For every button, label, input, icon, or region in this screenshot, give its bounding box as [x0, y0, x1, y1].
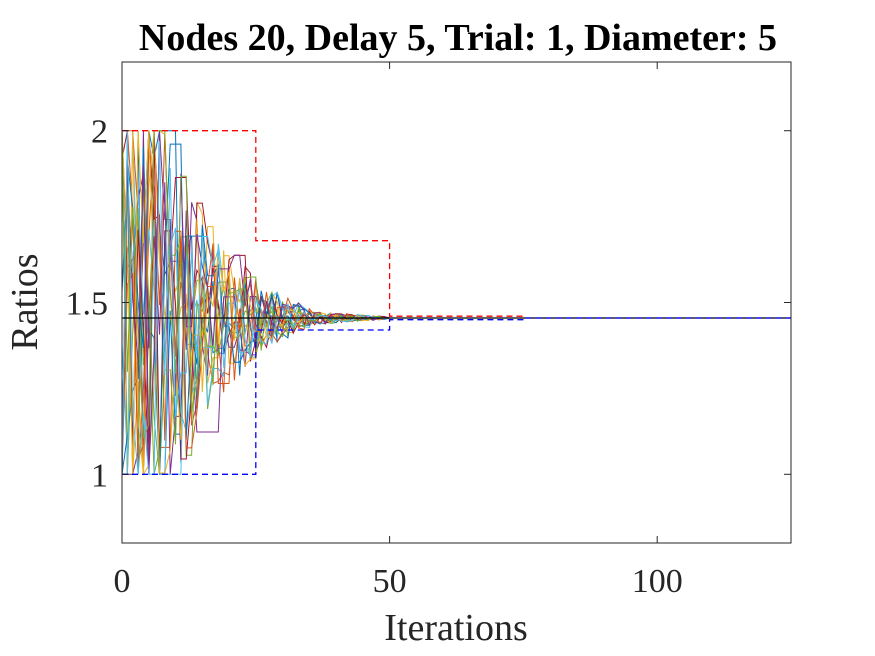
upper-bound-line — [122, 130, 524, 317]
y-tick-label: 2 — [91, 114, 108, 151]
y-tick-label: 1.5 — [66, 286, 109, 323]
x-tick-label: 50 — [373, 563, 407, 600]
x-tick-label: 100 — [632, 563, 683, 600]
y-tick-label: 1 — [91, 457, 108, 494]
plot-area — [122, 62, 791, 543]
ticks-layer: 0 50 100 1 1.5 2 — [66, 62, 791, 600]
chart-title: Nodes 20, Delay 5, Trial: 1, Diameter: 5 — [139, 17, 777, 59]
bounds-layer — [122, 130, 791, 475]
x-tick-label: 0 — [114, 563, 131, 600]
x-axis-label: Iterations — [384, 607, 528, 649]
y-axis-label: Ratios — [4, 253, 46, 350]
